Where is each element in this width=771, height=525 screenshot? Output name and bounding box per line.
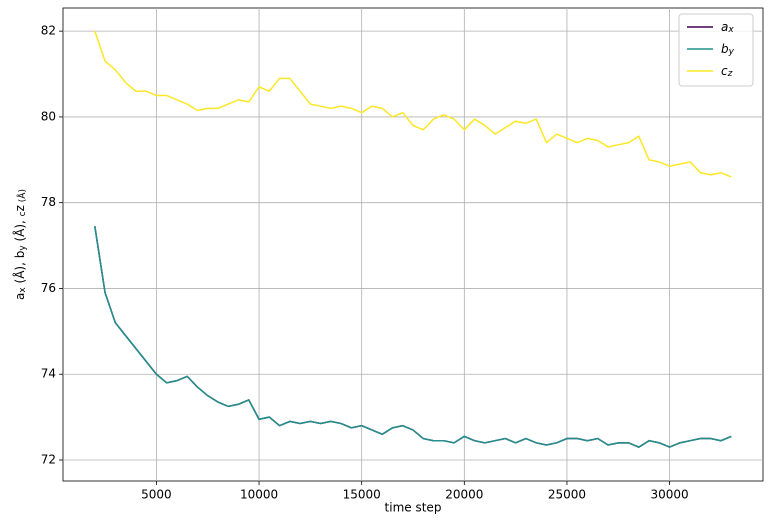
legend-label-main: c [721, 64, 728, 78]
data-line [94, 226, 732, 448]
y-axis-label-part: (Å) [16, 189, 28, 205]
data-line [94, 30, 732, 178]
x-tick-label: 15000 [343, 488, 381, 502]
y-axis-label-part: z [13, 205, 27, 211]
x-tick-label: 25000 [548, 488, 586, 502]
legend-label-main: a [721, 20, 728, 34]
y-tick-label: 72 [41, 452, 56, 466]
y-axis-label-part: (Å), [12, 216, 27, 245]
legend-label-sub: z [727, 69, 733, 79]
y-axis-label-part: x [18, 287, 28, 293]
legend-box [678, 13, 754, 87]
legend-label-main: b [721, 42, 729, 56]
legend-label: by [721, 42, 735, 57]
y-axis-label-part: y [18, 245, 28, 251]
y-axis-label-part: c [18, 211, 28, 216]
x-tick-label: 30000 [651, 488, 689, 502]
y-tick-label: 76 [41, 281, 56, 295]
y-tick-label: 80 [41, 109, 56, 123]
y-axis-label-part: a [13, 293, 27, 300]
legend-label: ax [721, 20, 734, 35]
y-axis-label: ax (Å), by (Å), cz (Å) [12, 189, 28, 300]
y-axis-label-part: (Å), b [12, 251, 27, 288]
legend-label: cz [721, 64, 733, 79]
y-tick-label: 78 [41, 195, 56, 209]
x-tick-label: 20000 [445, 488, 483, 502]
x-tick-label: 5000 [141, 488, 172, 502]
legend-label-sub: y [728, 47, 735, 57]
y-tick-label: 82 [41, 24, 56, 38]
x-axis-label: time step [385, 501, 442, 515]
data-line [94, 226, 732, 448]
legend-label-sub: x [727, 25, 734, 35]
x-tick-label: 10000 [240, 488, 278, 502]
y-tick-label: 74 [41, 367, 56, 381]
plot-frame [62, 7, 764, 482]
